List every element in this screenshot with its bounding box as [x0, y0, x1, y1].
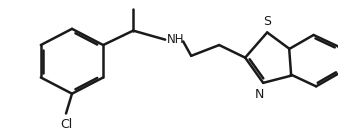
Text: N: N	[255, 88, 264, 101]
Text: Cl: Cl	[60, 118, 72, 131]
Text: S: S	[263, 15, 271, 28]
Text: NH: NH	[167, 33, 185, 46]
